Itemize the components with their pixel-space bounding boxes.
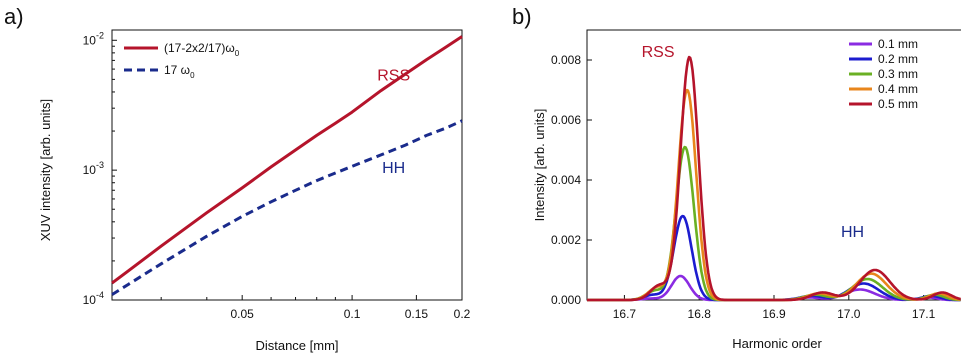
- panel-b-x-tick-label: 17.1: [912, 307, 936, 321]
- panel-b-ylabel: Intensity [arb. units]: [532, 109, 547, 222]
- panel-a-x-tick-label: 0.2: [454, 307, 471, 321]
- panel-b-x-tick-label: 16.7: [613, 307, 637, 321]
- panel-a-legend-label: 17 ω0: [164, 63, 195, 80]
- panel-b-series-line: [586, 88, 961, 302]
- panel-a-x-tick-label: 0.15: [405, 307, 429, 321]
- panel-a-plot-area: 0.05 0.1 0.15 0.2 10-4 10-3 10-2 (17-2x2/17)ω0 1…: [83, 29, 471, 321]
- panel-b-annotation: RSS: [642, 44, 675, 61]
- panel-a-frame: [111, 29, 463, 301]
- panel-b-xlabel: Harmonic order: [732, 336, 822, 351]
- panel-b-x-tick-label: 16.8: [688, 307, 712, 321]
- panel-b-y-tick-label: 0.002: [551, 233, 581, 247]
- panel-b-series-line: [586, 214, 961, 302]
- panel-a-legend-label: (17-2x2/17)ω0: [164, 41, 240, 58]
- panel-b-legend-label: 0.4 mm: [878, 82, 918, 96]
- panel-b-series-line: [586, 145, 961, 302]
- panel-a-y-tick-label: 10-3: [83, 160, 104, 177]
- panel-a-ylabel: XUV intensity [arb. units]: [38, 99, 53, 241]
- panel-a-x-tick-label: 0.05: [231, 307, 255, 321]
- panel-a-annotation: HH: [382, 160, 405, 177]
- panel-a-series-line: [111, 119, 463, 296]
- panel-b-plot-area: 16.7 16.8 16.9 17.0 17.1 0.000 0.002 0.004 0.006…: [551, 29, 961, 321]
- panel-b-annotation: HH: [841, 224, 864, 241]
- panel-a-y-tick-label: 10-2: [83, 30, 104, 47]
- panel-a-y-tick-label: 10-4: [83, 290, 104, 307]
- panel-a-x-tick-label: 0.1: [344, 307, 361, 321]
- panel-b-y-tick-label: 0.004: [551, 173, 581, 187]
- panel-b-x-tick-label: 16.9: [762, 307, 786, 321]
- panel-a: a) XUV intensity [arb. units] Distance […: [4, 4, 471, 353]
- panel-a-series-line: [111, 35, 463, 285]
- panel-b: b) Intensity [arb. units] Harmonic order…: [512, 4, 961, 351]
- panel-b-series-line: [586, 55, 961, 302]
- panel-b-y-tick-label: 0.006: [551, 113, 581, 127]
- panel-b-y-tick-label: 0.008: [551, 53, 581, 67]
- panel-a-xlabel: Distance [mm]: [255, 338, 338, 353]
- panel-b-label: b): [512, 4, 532, 29]
- panel-b-legend-label: 0.1 mm: [878, 37, 918, 51]
- panel-b-legend-label: 0.5 mm: [878, 97, 918, 111]
- panel-b-legend-label: 0.3 mm: [878, 67, 918, 81]
- panel-b-x-tick-label: 17.0: [837, 307, 861, 321]
- panel-b-legend-label: 0.2 mm: [878, 52, 918, 66]
- panel-a-annotation: RSS: [377, 68, 410, 85]
- panel-b-y-tick-label: 0.000: [551, 293, 581, 307]
- panel-a-label: a): [4, 4, 24, 29]
